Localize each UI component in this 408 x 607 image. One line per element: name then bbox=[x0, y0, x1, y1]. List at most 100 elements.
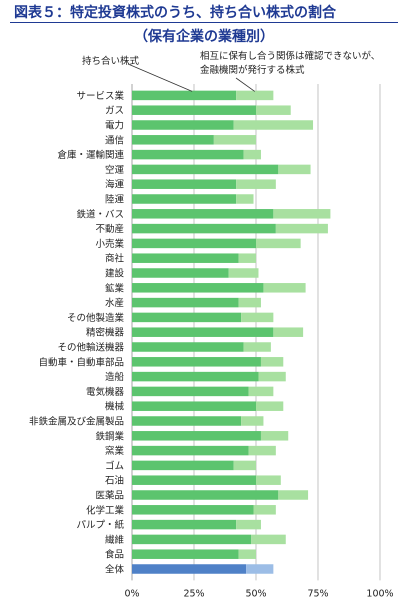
bar-cross bbox=[263, 283, 306, 293]
bar-cross bbox=[248, 386, 274, 397]
bar-cross bbox=[241, 416, 264, 426]
category-label: ゴム bbox=[105, 460, 124, 472]
bar-cross bbox=[256, 238, 301, 249]
bar-held bbox=[132, 209, 274, 219]
bar-cross bbox=[260, 431, 289, 441]
bar-cross bbox=[236, 194, 254, 204]
bar-cross bbox=[238, 549, 256, 559]
bar-cross bbox=[256, 401, 284, 411]
category-label: パルプ・紙 bbox=[76, 519, 124, 531]
bar-cross bbox=[273, 327, 304, 337]
category-label: サービス業 bbox=[76, 90, 124, 102]
category-label: 繊維 bbox=[105, 534, 125, 546]
bar-held bbox=[132, 416, 242, 426]
bar-held bbox=[132, 120, 234, 130]
x-tick-labels: 0% 25% 50% 75% 100% bbox=[124, 588, 393, 599]
title-underline bbox=[10, 22, 398, 23]
category-label: 石油 bbox=[105, 475, 124, 487]
bar-cross bbox=[253, 505, 276, 515]
bar-cross bbox=[236, 519, 261, 530]
category-label: 医薬品 bbox=[95, 490, 124, 502]
legend-leader-held bbox=[127, 63, 193, 92]
bar-cross bbox=[228, 268, 259, 278]
legend-cross-line1: 相互に保有し合う関係は確認できないが、 bbox=[200, 51, 381, 62]
bar-held bbox=[132, 519, 237, 530]
category-label: 電気機器 bbox=[86, 386, 125, 398]
x-tick-label: 50% bbox=[245, 588, 266, 599]
bar-cross bbox=[246, 564, 274, 574]
category-label: 不動産 bbox=[95, 223, 124, 235]
x-tick-label: 0% bbox=[124, 588, 139, 599]
legend-leader-cross bbox=[235, 77, 255, 92]
category-label: 陸運 bbox=[105, 194, 125, 206]
bar-held bbox=[132, 386, 249, 397]
category-label: その他製造業 bbox=[67, 312, 125, 324]
legend-cross-line2: 金融機関が発行する株式 bbox=[200, 65, 305, 76]
chart-title: 図表５：特定投資株式のうち、持ち合い株式の割合 bbox=[14, 5, 336, 21]
bar-held bbox=[132, 534, 252, 545]
category-label: 鉱業 bbox=[105, 282, 125, 294]
category-label: 水産 bbox=[105, 297, 124, 309]
bar-cross bbox=[241, 312, 274, 323]
category-labels: サービス業ガス電力通信倉庫・運輸関連空運海運陸運鉄道・バス不動産小売業商社建設鉱… bbox=[29, 90, 125, 576]
category-label: 通信 bbox=[105, 134, 124, 146]
bar-held bbox=[132, 105, 256, 115]
bar-held bbox=[132, 164, 279, 175]
bar-cross bbox=[238, 297, 261, 308]
x-tick-label: 100% bbox=[366, 588, 393, 599]
bar-cross bbox=[248, 445, 276, 456]
chart-subtitle: （保有企業の業種別） bbox=[134, 29, 274, 45]
bar-held bbox=[132, 149, 244, 160]
bar-cross bbox=[233, 460, 256, 471]
bar-held bbox=[132, 223, 276, 234]
category-label: 海運 bbox=[105, 179, 125, 191]
category-label: 空運 bbox=[105, 164, 125, 176]
bar-held bbox=[132, 238, 256, 249]
bar-cross bbox=[278, 164, 311, 175]
bar-held bbox=[132, 268, 229, 278]
x-tick-label: 25% bbox=[183, 588, 204, 599]
category-label: 非鉄金属及び金属製品 bbox=[29, 416, 124, 428]
category-label: 機械 bbox=[105, 401, 125, 413]
bar-cross bbox=[275, 223, 328, 234]
bar-held bbox=[132, 490, 279, 500]
x-tick-label: 75% bbox=[307, 588, 328, 599]
bar-held bbox=[132, 505, 254, 515]
bar-cross bbox=[256, 105, 291, 115]
bar-cross bbox=[233, 120, 314, 130]
bar-cross bbox=[256, 475, 281, 485]
bar-held bbox=[132, 357, 261, 367]
legend-cross-label: 相互に保有し合う関係は確認できないが、 金融機関が発行する株式 bbox=[200, 50, 380, 78]
bar-held bbox=[132, 253, 239, 263]
category-label: 全体 bbox=[105, 564, 125, 576]
category-label: 精密機器 bbox=[86, 327, 125, 339]
bar-held bbox=[132, 445, 249, 456]
category-label: 鉄鋼業 bbox=[95, 430, 124, 442]
bars bbox=[132, 90, 331, 574]
category-label: 自動車・自動車部品 bbox=[38, 356, 124, 368]
bar-held bbox=[132, 460, 234, 471]
category-label: 化学工業 bbox=[86, 504, 125, 516]
category-label: 小売業 bbox=[95, 238, 124, 250]
legend-leaders bbox=[127, 63, 255, 92]
bar-held bbox=[132, 431, 261, 441]
legend-held-label: 持ち合い株式 bbox=[82, 56, 140, 67]
bar-cross bbox=[243, 342, 271, 352]
category-label: 建設 bbox=[105, 268, 125, 280]
bar-cross bbox=[260, 357, 284, 367]
bar-held bbox=[132, 549, 239, 559]
bar-cross bbox=[273, 209, 331, 219]
bar-held bbox=[132, 312, 242, 323]
bar-cross bbox=[243, 149, 261, 160]
category-label: その他輸送機器 bbox=[57, 342, 124, 354]
category-label: 電力 bbox=[105, 120, 124, 132]
category-label: 鉄道・バス bbox=[76, 208, 124, 220]
category-label: 倉庫・運輸関連 bbox=[57, 149, 124, 161]
bar-held bbox=[132, 135, 214, 145]
bar-held bbox=[132, 564, 247, 574]
bar-held bbox=[132, 327, 274, 337]
bar-held bbox=[132, 283, 264, 293]
category-label: 食品 bbox=[105, 549, 124, 561]
bar-cross bbox=[251, 534, 286, 545]
